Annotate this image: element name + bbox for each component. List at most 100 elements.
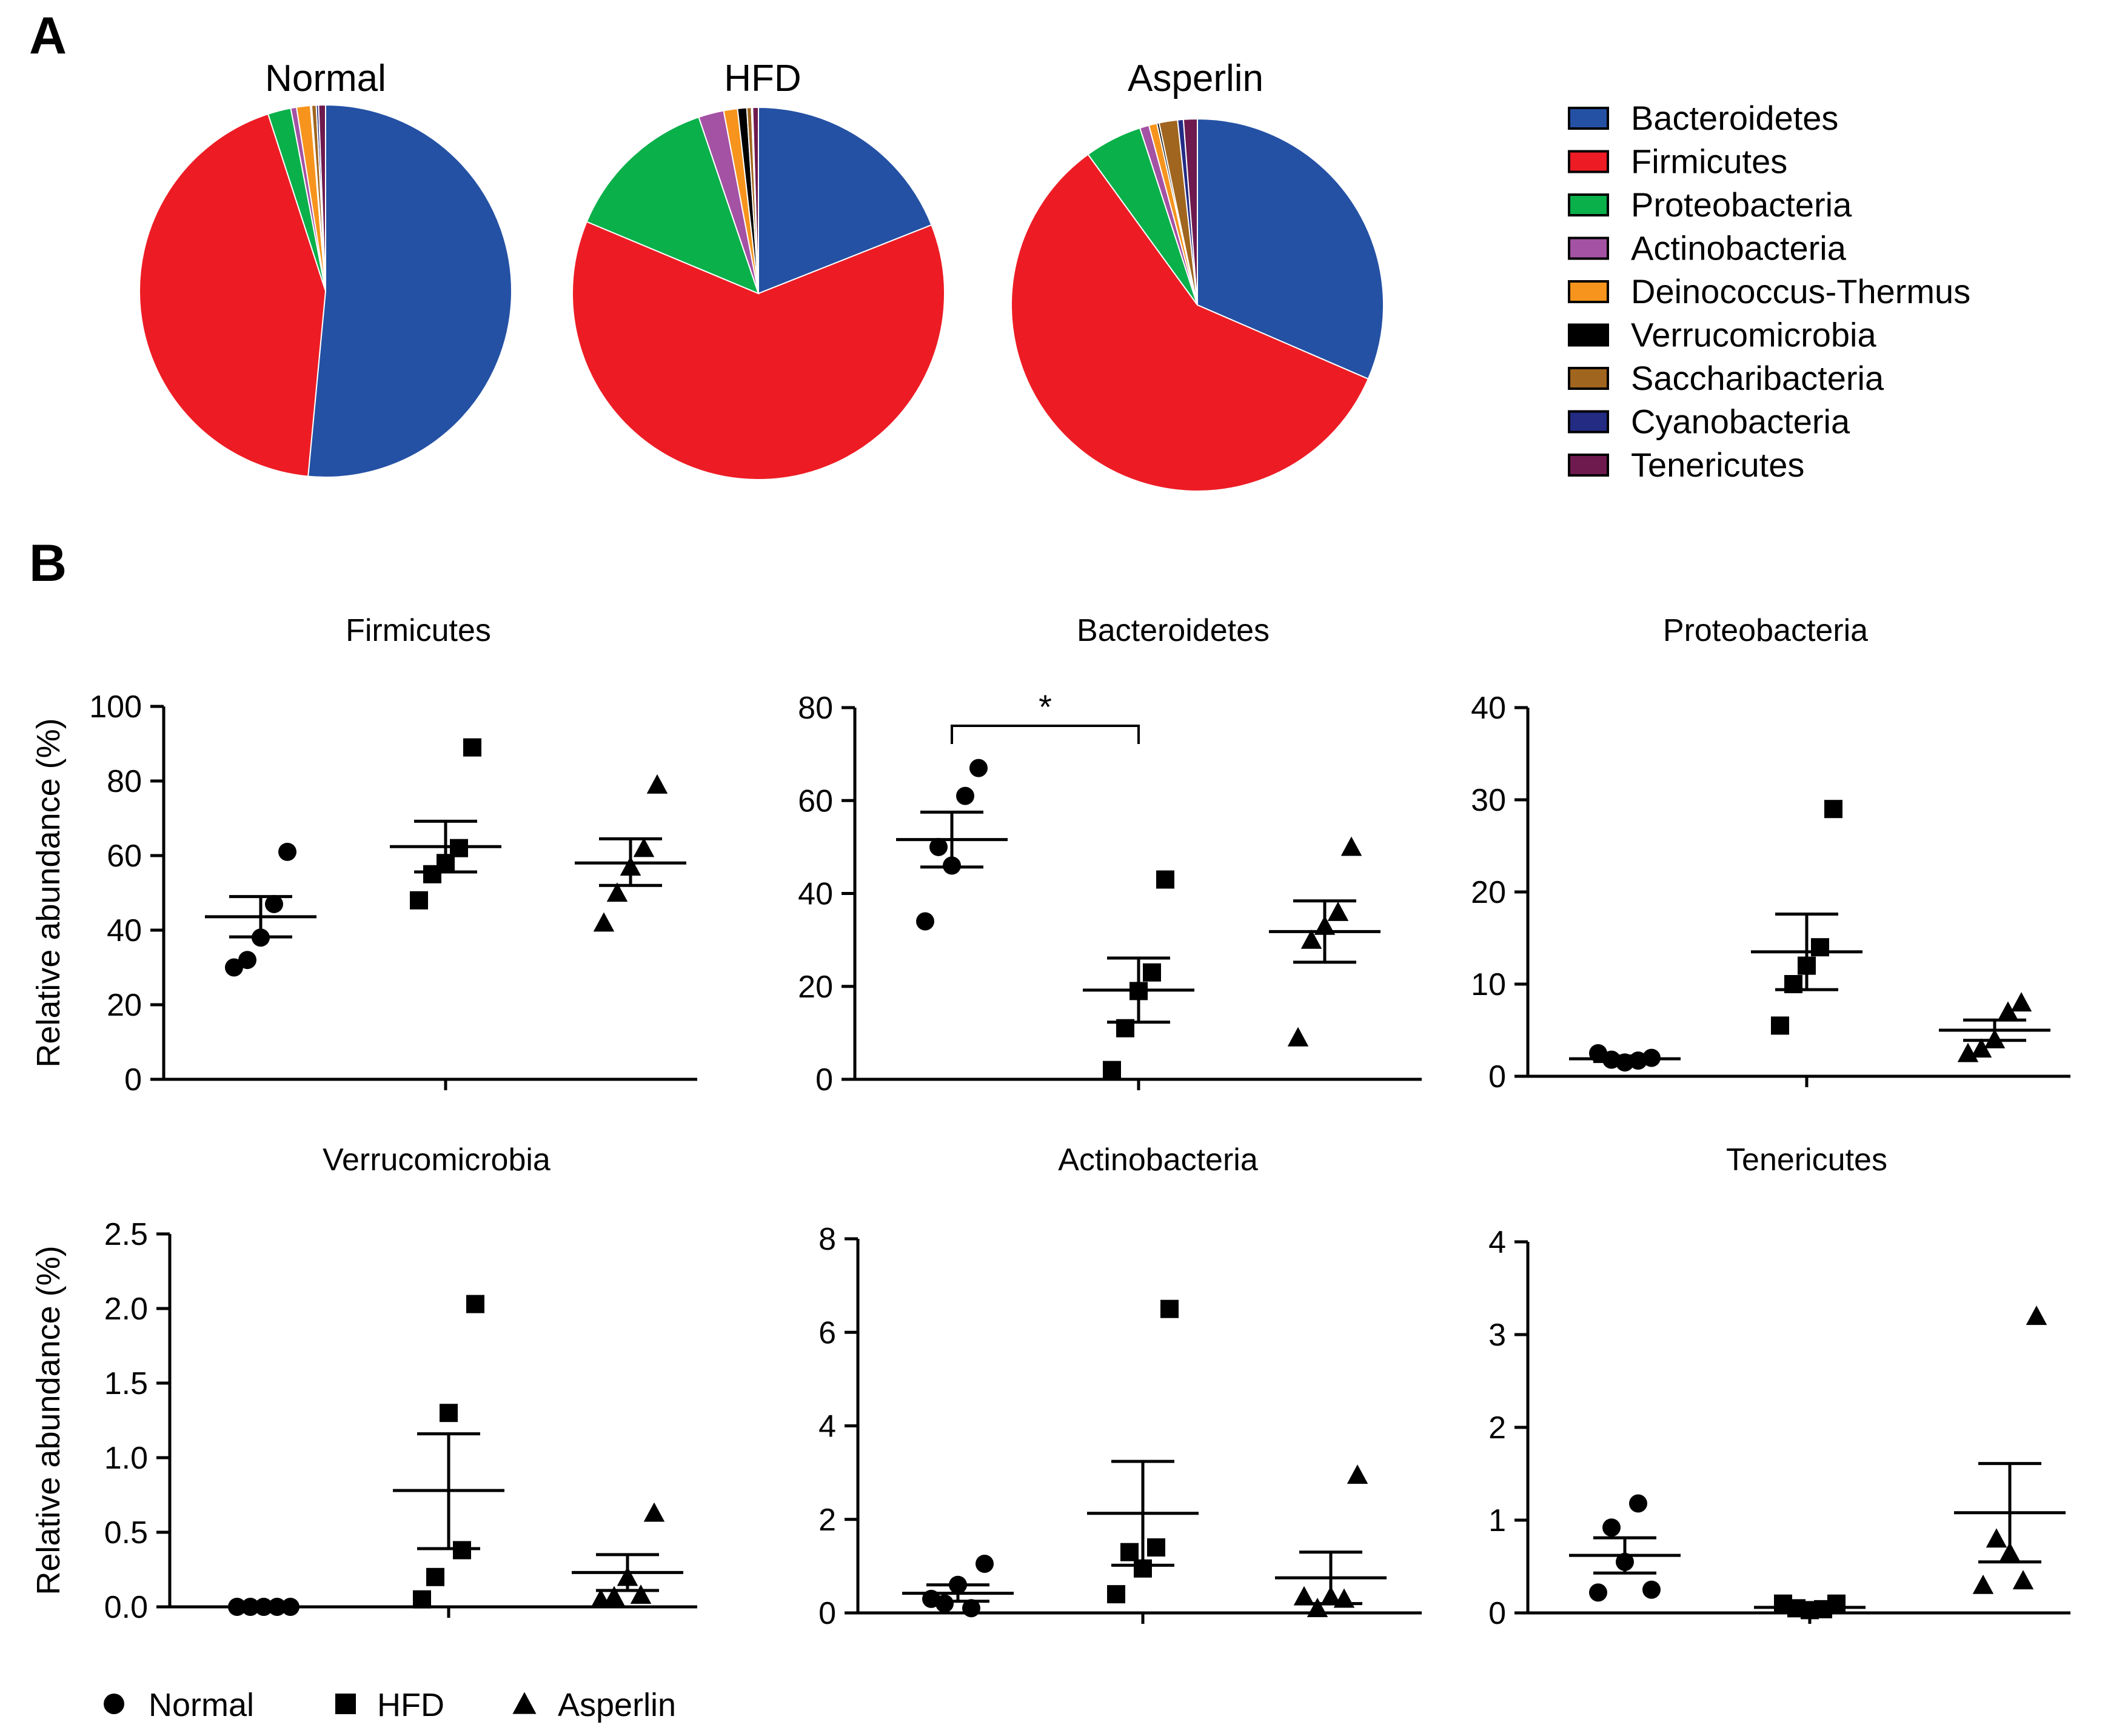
y-tick-label: 0	[1488, 1059, 1506, 1094]
legend-item-actinobacteria: Actinobacteria	[1568, 229, 1847, 267]
data-point	[1970, 1038, 1992, 1058]
data-point	[241, 1598, 259, 1616]
data-point	[225, 958, 243, 977]
data-point	[1984, 1028, 2006, 1048]
pie-slice-proteobacteria	[586, 116, 760, 295]
group-hfd	[1087, 1299, 1199, 1604]
group-legend-label: Asperlin	[558, 1687, 676, 1723]
y-tick-label: 0.5	[104, 1515, 148, 1550]
legend-label: Bacteroidetes	[1631, 99, 1838, 137]
legend-swatch	[1568, 107, 1609, 130]
group-normal	[896, 759, 1008, 931]
pie-slice-bacteroidetes	[1197, 118, 1384, 380]
y-tick-label: 30	[1471, 783, 1506, 818]
legend-swatch	[1568, 367, 1609, 390]
chart-title: Firmicutes	[346, 613, 491, 648]
legend-item-deinococcus-thermus: Deinococcus-Thermus	[1568, 272, 1970, 310]
phylum-legend: Bacteroidetes Firmicutes Proteobacteria Act…	[1568, 99, 1970, 484]
data-point	[1784, 975, 1802, 993]
pie-title: HFD	[724, 58, 801, 99]
data-point	[1340, 836, 1362, 856]
data-point	[466, 1295, 484, 1313]
data-point	[1629, 1494, 1647, 1513]
data-point	[1103, 1061, 1121, 1079]
y-tick-label: 6	[818, 1315, 836, 1350]
data-point	[1327, 901, 1349, 921]
data-point	[943, 856, 961, 875]
y-tick-label: 0	[815, 1062, 833, 1098]
group-asperlin	[1269, 836, 1380, 1047]
data-point	[1827, 1594, 1846, 1613]
data-point	[929, 837, 948, 856]
data-point	[1300, 929, 1322, 949]
group-legend-item-asperlin: Asperlin	[512, 1687, 676, 1723]
data-point	[440, 1404, 458, 1423]
legend-swatch	[1568, 193, 1609, 216]
data-point	[252, 928, 270, 947]
chart-firmicutes: Firmicutes 0 20 40 60 80 100 Relative abundance…	[30, 613, 697, 1098]
y-tick-label: 80	[107, 764, 142, 799]
y-tick-label: 2	[1488, 1410, 1506, 1446]
data-point	[935, 1594, 954, 1613]
legend-label: Deinococcus-Thermus	[1631, 272, 1970, 310]
y-tick-label: 0.0	[104, 1590, 148, 1625]
pie-charts: Normal HFD Asperlin	[139, 58, 1384, 492]
group-asperlin	[575, 774, 686, 932]
pie-slice-firmicutes	[1010, 153, 1370, 492]
pie-slice-tenericutes	[1182, 118, 1198, 306]
legend-label: Cyanobacteria	[1631, 403, 1850, 441]
y-tick-label: 40	[798, 877, 833, 912]
legend-swatch	[1568, 280, 1609, 303]
chart-verrucomicrobia: Verrucomicrobia 0.0 0.5 1.0 1.5 2.0 2.5 Relativ…	[30, 1142, 697, 1625]
data-point	[949, 1575, 967, 1594]
group-asperlin	[1275, 1464, 1387, 1617]
data-point	[268, 1598, 286, 1616]
group-asperlin	[1954, 1305, 2066, 1594]
data-point	[1798, 956, 1816, 975]
legend-item-cyanobacteria: Cyanobacteria	[1568, 403, 1850, 441]
data-point	[1107, 1585, 1125, 1604]
group-asperlin	[572, 1502, 683, 1609]
legend-label: Tenericutes	[1631, 446, 1804, 484]
data-point	[281, 1598, 300, 1616]
group-hfd	[390, 738, 501, 910]
legend-item-proteobacteria: Proteobacteria	[1568, 186, 1852, 224]
data-point	[413, 1590, 431, 1609]
data-point	[646, 774, 668, 794]
pie-asperlin: Asperlin	[1010, 58, 1384, 492]
data-point	[976, 1555, 994, 1573]
data-point	[606, 882, 628, 902]
data-point	[1314, 915, 1336, 935]
data-point	[2012, 1570, 2034, 1590]
group-legend-label: HFD	[377, 1687, 444, 1723]
panel-b-label: B	[29, 534, 67, 592]
group-hfd	[393, 1295, 504, 1609]
y-tick-label: 80	[798, 691, 833, 726]
data-point	[450, 839, 468, 857]
data-point	[1287, 1027, 1309, 1047]
y-tick-label: 1	[1488, 1503, 1506, 1538]
group-normal	[1569, 1494, 1681, 1602]
group-legend-marker	[104, 1694, 124, 1714]
group-normal	[205, 842, 316, 977]
data-point	[453, 1541, 471, 1560]
data-point	[1642, 1580, 1661, 1599]
data-point	[1129, 982, 1148, 1000]
data-point	[1986, 1528, 2007, 1548]
legend-label: Firmicutes	[1631, 142, 1787, 181]
chart-title: Proteobacteria	[1663, 613, 1868, 648]
data-point	[956, 786, 974, 805]
group-normal	[208, 1598, 320, 1616]
y-tick-label: 60	[107, 839, 142, 874]
data-point	[1602, 1518, 1621, 1537]
legend-item-verrucomicrobia: Verrucomicrobia	[1568, 316, 1876, 354]
data-point	[228, 1598, 246, 1616]
y-axis-label: Relative abundance (%)	[30, 718, 67, 1067]
chart-bacteroidetes: Bacteroidetes 0 20 40 60 80 *	[798, 613, 1422, 1098]
y-tick-label: 40	[1471, 691, 1506, 726]
data-point	[1972, 1574, 1994, 1594]
pie-slice-firmicutes	[139, 113, 327, 477]
y-tick-label: 4	[1488, 1225, 1506, 1260]
y-tick-label: 0	[124, 1062, 142, 1098]
